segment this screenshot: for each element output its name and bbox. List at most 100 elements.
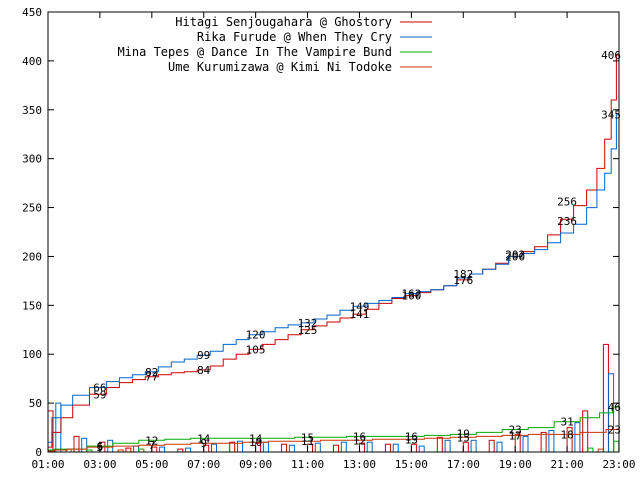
data-label-series-1-0: 66 [93,382,106,395]
data-label-series-2-8: 23 [509,424,522,437]
data-label-series-1-9: 236 [557,215,577,228]
legend-label-3: Ume Kurumizawa @ Kimi Ni Todoke [168,60,392,74]
bar-series-0-21 [582,410,589,453]
legend-label-0: Hitagi Senjougahara @ Ghostory [175,15,392,29]
data-label-series-3-8: 17 [509,429,522,442]
bar-series-1-18 [522,435,529,453]
y-tick-label-7: 350 [22,104,42,117]
x-tick-label-5: 11:00 [291,458,324,471]
x-tick-label-0: 01:00 [31,458,64,471]
line-series-2 [48,406,619,451]
data-label-series-3-1: 7 [148,439,155,452]
plot-frame [47,11,620,453]
data-label-series-2-10: 46 [608,401,621,414]
bar-series-2-2 [587,447,594,453]
bar-series-0-3 [125,447,132,453]
data-labels: 59 77 84 105 125 141 160 176 200 256 406 66 82 99 120 1… [93,49,621,454]
bar-series-0-1 [73,435,80,453]
y-tick-label-4: 200 [22,250,42,263]
bar-series-1-9 [288,444,295,453]
x-tick-label-1: 03:00 [83,458,116,471]
data-label-series-0-1: 77 [145,371,158,384]
bar-series-1-17 [496,441,503,453]
x-tick-label-8: 17:00 [447,458,480,471]
bar-series-0-19 [540,431,547,453]
bar-series-0-11 [333,444,339,453]
bar-series-1-1 [81,437,88,453]
data-label-series-3-2: 9 [200,437,207,450]
bar-series-1-10 [314,442,321,453]
hourly-bars [47,343,620,453]
y-tick-label-1: 50 [29,397,42,410]
bar-series-0-15 [436,436,443,453]
data-label-series-0-6: 160 [401,290,421,303]
data-label-series-2-1: 12 [145,434,158,447]
x-tick-label-9: 19:00 [499,458,532,471]
data-label-series-2-5: 16 [353,430,366,443]
data-label-series-1-1: 82 [145,366,158,379]
bar-series-1-11 [340,441,347,453]
x-tick-label-6: 13:00 [343,458,376,471]
data-label-series-3-10: 23 [608,424,621,437]
data-label-series-3-4: 11 [301,435,314,448]
data-label-series-1-3: 120 [246,329,266,342]
data-label-series-1-5: 149 [350,300,370,313]
cumulative-lines [48,54,619,452]
data-label-series-2-6: 16 [405,430,418,443]
y-tick-label-2: 100 [22,348,42,361]
data-label-series-3-9: 18 [560,428,573,441]
bar-series-1-20 [574,422,581,453]
bar-series-1-16 [470,439,477,453]
data-label-series-0-9: 256 [557,196,577,209]
data-label-series-0-2: 84 [197,364,211,377]
axes: 0 50 100 150 200 250 300 350 400 450 01:00 03:00 05:… [22,6,635,471]
bar-series-0-9 [281,443,288,453]
y-tick-label-6: 300 [22,153,42,166]
data-label-series-3-3: 10 [249,436,262,449]
y-tick-label-0: 0 [35,446,42,459]
data-label-series-3-6: 13 [405,433,418,446]
y-tick-label-5: 250 [22,202,42,215]
legend-label-1: Rika Furude @ When They Cry [197,30,392,44]
bar-series-0-13 [384,443,391,453]
data-label-series-1-2: 99 [197,349,210,362]
bar-series-1-14 [418,445,425,453]
x-tick-label-4: 09:00 [239,458,272,471]
data-label-series-0-10: 406 [601,49,621,62]
bar-series-1-13 [392,443,399,453]
line-series-3 [48,429,619,452]
data-label-series-2-9: 31 [560,416,573,429]
bar-series-1-15 [444,439,451,453]
data-label-series-0-3: 105 [246,343,266,356]
x-tick-label-3: 07:00 [187,458,220,471]
data-label-series-1-4: 132 [298,317,318,330]
data-label-series-0-8: 200 [505,250,525,263]
line-series-0 [48,54,619,448]
x-tick-label-10: 21:00 [551,458,584,471]
bar-series-2-3 [613,440,620,453]
line-series-1 [48,114,619,443]
data-label-series-1-6: 162 [401,288,421,301]
data-label-series-3-7: 15 [457,431,470,444]
bar-series-0-17 [488,439,495,453]
y-tick-label-3: 150 [22,299,42,312]
bar-series-1-3 [133,445,140,453]
data-label-series-2-4: 15 [301,431,314,444]
x-tick-label-7: 15:00 [395,458,428,471]
bar-series-1-4 [159,446,166,453]
bar-series-1-0 [55,402,62,453]
data-label-series-1-7: 182 [453,268,473,281]
data-label-series-1-8: 202 [505,249,525,262]
x-tick-label-11: 23:00 [602,458,635,471]
data-label-series-0-0: 59 [93,388,106,401]
data-label-series-2-2: 14 [197,432,211,445]
x-tick-label-2: 05:00 [135,458,168,471]
data-label-series-0-7: 176 [453,274,473,287]
bar-series-1-19 [548,430,555,453]
bar-series-1-12 [366,441,373,453]
data-label-series-3-5: 12 [353,434,366,447]
data-label-series-2-3: 14 [249,432,263,445]
data-label-series-2-7: 19 [457,427,470,440]
